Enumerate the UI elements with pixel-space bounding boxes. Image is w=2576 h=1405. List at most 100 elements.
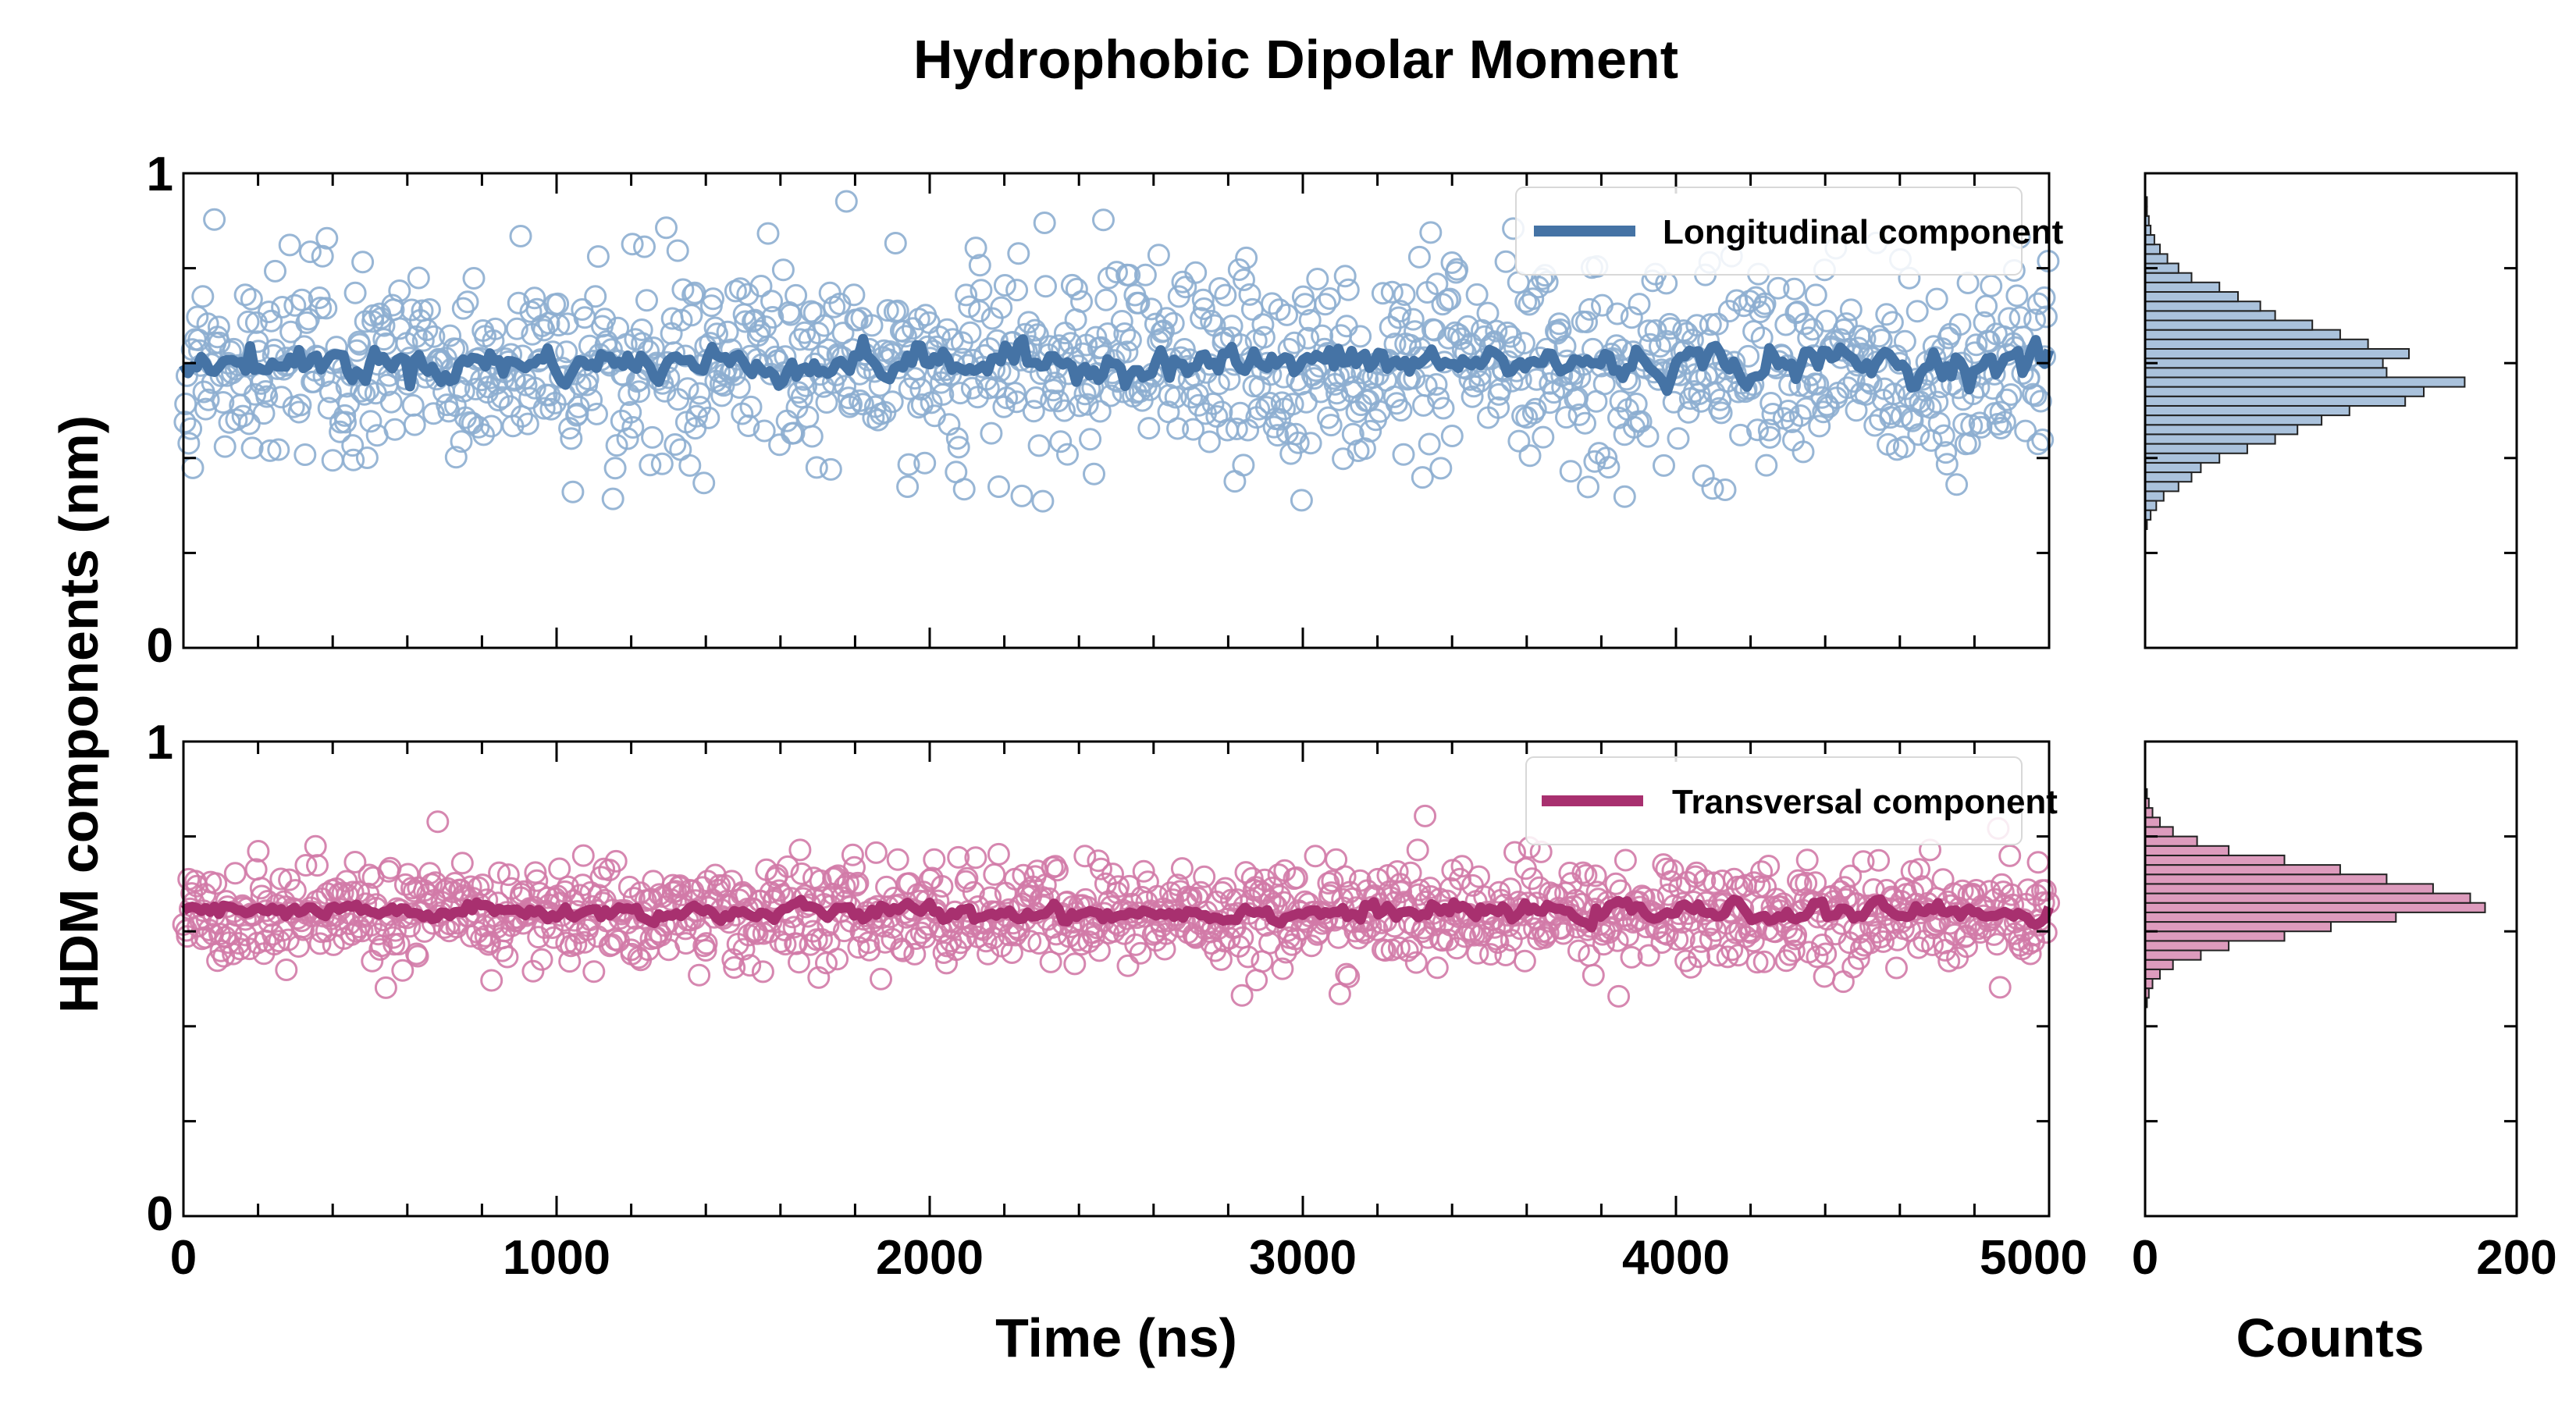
scatter-point-longitudinal — [1758, 425, 1781, 449]
scatter-point-longitudinal — [1956, 272, 1980, 294]
scatter-point-transversal — [1337, 965, 1361, 988]
scatter-point-longitudinal — [547, 314, 571, 337]
scatter-point-longitudinal — [1637, 319, 1660, 343]
scatter-point-longitudinal — [1597, 456, 1621, 479]
scatter-point-longitudinal — [407, 266, 430, 290]
scatter-point-transversal — [2019, 942, 2042, 966]
scatter-point-transversal — [845, 873, 868, 897]
scatter-point-transversal — [751, 960, 774, 984]
y-tick-label-top-0: 0 — [147, 619, 173, 673]
scatter-point-transversal — [450, 852, 474, 875]
scatter-point-longitudinal — [1753, 292, 1777, 315]
scatter-point-longitudinal — [180, 417, 203, 440]
scatter-point-longitudinal — [1088, 400, 1112, 423]
scatter-point-longitudinal — [561, 480, 585, 503]
scatter-point-longitudinal — [289, 393, 312, 417]
scatter-point-transversal — [977, 942, 1000, 966]
scatter-point-longitudinal — [945, 427, 969, 450]
scatter-point-longitudinal — [1349, 325, 1372, 348]
scatter-point-longitudinal — [639, 454, 662, 477]
scatter-point-longitudinal — [913, 451, 937, 475]
scatter-point-transversal — [1931, 868, 1955, 891]
scatter-point-transversal — [923, 848, 946, 871]
scatter-point-longitudinal — [1559, 460, 1582, 483]
scatter-point-longitudinal — [676, 377, 699, 400]
scatter-point-transversal — [1399, 861, 1422, 884]
scatter-point-longitudinal — [355, 446, 379, 469]
histogram-bar-transversal — [2144, 864, 2341, 876]
scatter-point-longitudinal — [1309, 380, 1332, 404]
scatter-point-transversal — [987, 842, 1010, 866]
scatter-point-longitudinal — [884, 232, 907, 254]
scatter-point-transversal — [340, 923, 363, 946]
scatter-point-transversal — [962, 880, 985, 904]
scatter-point-longitudinal — [560, 427, 583, 450]
scatter-point-transversal — [1620, 945, 1643, 969]
scatter-point-longitudinal — [678, 454, 702, 477]
histogram-bar-longitudinal — [2144, 338, 2369, 350]
histogram-bar-longitudinal — [2144, 310, 2276, 322]
scatter-point-longitudinal — [1574, 411, 1596, 435]
scatter-point-transversal — [886, 848, 909, 871]
scatter-point-longitudinal — [2033, 286, 2056, 309]
scatter-point-transversal — [249, 877, 272, 900]
scatter-point-transversal — [263, 933, 286, 956]
histogram-bar-longitudinal — [2144, 348, 2410, 360]
scatter-point-transversal — [1757, 855, 1781, 877]
scatter-point-longitudinal — [1232, 454, 1255, 477]
scatter-point-longitudinal — [1294, 390, 1318, 414]
x-tick-label-3000: 3000 — [1249, 1231, 1357, 1285]
scatter-point-longitudinal — [451, 297, 475, 320]
scatter-point-longitudinal — [1252, 325, 1276, 349]
scatter-point-longitudinal — [207, 315, 230, 339]
scatter-point-longitudinal — [663, 341, 686, 365]
scatter-point-transversal — [1039, 950, 1062, 973]
scatter-point-longitudinal — [1096, 322, 1119, 345]
scatter-point-longitudinal — [1989, 400, 2012, 424]
scatter-point-longitudinal — [1925, 287, 1948, 311]
scatter-point-longitudinal — [736, 283, 760, 306]
scatter-point-longitudinal — [1485, 319, 1508, 343]
scatter-point-transversal — [247, 840, 270, 863]
scatter-point-transversal — [1795, 871, 1818, 895]
scatter-point-longitudinal — [1927, 411, 1951, 435]
scatter-point-longitudinal — [761, 306, 785, 329]
histogram-bar-transversal — [2144, 883, 2434, 895]
scatter-point-longitudinal — [1414, 374, 1438, 397]
scatter-point-longitudinal — [633, 235, 656, 258]
scatter-point-transversal — [1867, 848, 1891, 872]
scatter-point-transversal — [776, 855, 799, 878]
scatter-point-transversal — [1374, 939, 1397, 962]
histogram-bar-longitudinal — [2144, 424, 2299, 436]
scatter-point-longitudinal — [1022, 400, 1045, 423]
scatter-point-longitudinal — [244, 382, 267, 406]
legend-box-longitudinal — [1515, 187, 2023, 276]
scatter-point-transversal — [1144, 921, 1167, 944]
histogram-bar-transversal — [2144, 949, 2202, 961]
scatter-point-transversal — [788, 951, 810, 974]
scatter-point-longitudinal — [1060, 273, 1083, 297]
scatter-point-longitudinal — [1306, 268, 1329, 290]
histogram-bar-longitudinal — [2144, 329, 2341, 340]
scatter-point-longitudinal — [1655, 329, 1678, 353]
scatter-point-longitudinal — [1791, 440, 1815, 464]
scatter-point-longitudinal — [383, 418, 407, 441]
scatter-point-longitudinal — [842, 283, 866, 307]
scatter-point-transversal — [1261, 877, 1284, 899]
scatter-point-longitudinal — [1998, 307, 2021, 330]
scatter-point-longitudinal — [379, 390, 403, 414]
scatter-point-transversal — [1552, 922, 1575, 945]
scatter-point-longitudinal — [898, 377, 921, 400]
scatter-point-longitudinal — [1268, 407, 1292, 431]
scatter-point-longitudinal — [298, 240, 322, 264]
histogram-bar-transversal — [2144, 816, 2161, 828]
scatter-point-longitudinal — [486, 372, 509, 395]
scatter-point-transversal — [688, 963, 711, 987]
scatter-point-transversal — [1333, 865, 1357, 888]
scatter-point-transversal — [391, 959, 415, 982]
scatter-point-transversal — [1090, 857, 1112, 880]
histogram-bar-longitudinal — [2144, 461, 2202, 474]
histogram-bar-longitudinal — [2144, 244, 2161, 255]
scatter-point-longitudinal — [621, 416, 645, 439]
scatter-point-longitudinal — [685, 404, 708, 428]
